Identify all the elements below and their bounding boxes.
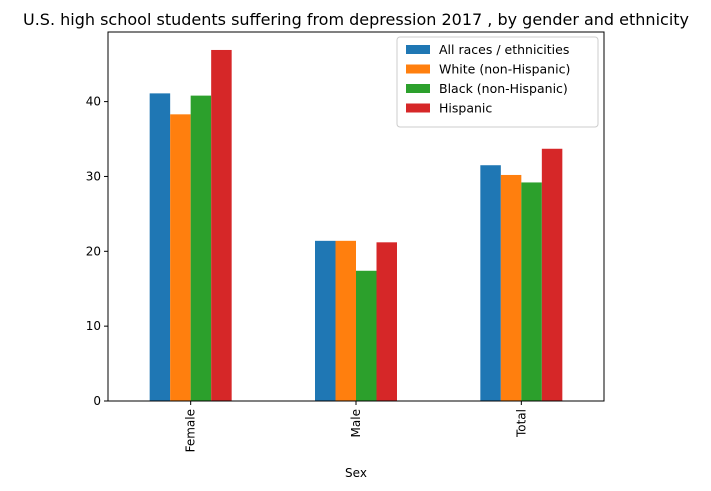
bar-male-series-3 [356, 270, 377, 401]
bar-total-series-2 [500, 174, 522, 401]
y-tick-label: 0 [93, 394, 101, 408]
bar-total-series-1 [480, 165, 501, 401]
legend-swatch-2 [406, 64, 430, 74]
bar-total-series-3 [521, 182, 542, 401]
y-tick-label: 40 [86, 95, 101, 109]
y-tick-label: 10 [86, 319, 101, 333]
bar-female-series-3 [190, 95, 212, 401]
bar-female-series-2 [170, 114, 191, 402]
y-tick-label: 30 [86, 169, 101, 183]
x-tick-label-male: Male [349, 409, 363, 437]
legend: All races / ethnicities White (non-Hispan… [396, 36, 599, 128]
bar-male-series-1 [315, 240, 336, 401]
legend-box [396, 36, 599, 128]
legend-label-1: All races / ethnicities [439, 42, 569, 57]
bars-layer [149, 49, 563, 402]
legend-label-4: Hispanic [439, 101, 492, 116]
x-tick-label-female: Female [184, 409, 198, 452]
y-tick-label: 20 [86, 244, 101, 258]
x-tick-label-total: Total [514, 409, 528, 438]
legend-label-2: White (non-Hispanic) [439, 62, 570, 77]
bar-total-series-4 [541, 148, 563, 401]
legend-label-3: Black (non-Hispanic) [439, 81, 568, 96]
x-axis-label: Sex [345, 466, 367, 480]
bar-female-series-4 [211, 49, 232, 401]
legend-swatch-4 [406, 103, 430, 113]
bar-male-series-2 [335, 240, 356, 401]
legend-swatch-3 [406, 84, 430, 93]
chart-title: U.S. high school students suffering from… [23, 10, 689, 29]
bar-male-series-4 [376, 242, 397, 401]
bar-female-series-1 [149, 93, 171, 402]
legend-swatch-1 [406, 45, 430, 54]
axes-layer: 0 10 20 30 40 Female Male Total [86, 31, 605, 452]
